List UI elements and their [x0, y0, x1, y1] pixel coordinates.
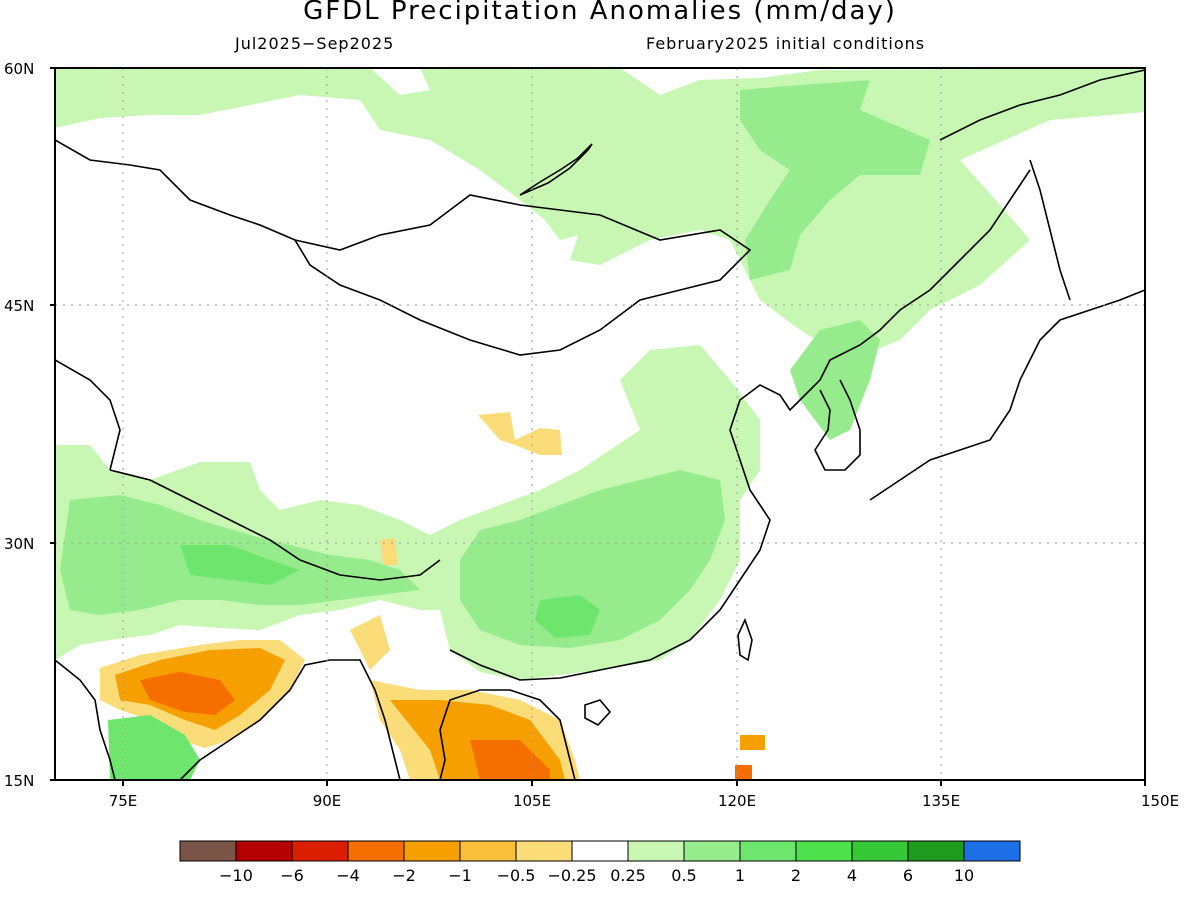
colorbar-label: −0.25 — [547, 866, 596, 885]
coastline-indochina — [439, 689, 576, 780]
colorbar-swatch — [235, 840, 293, 862]
lon-label-90e: 90E — [313, 792, 342, 810]
anomaly-india-dry-strong — [140, 672, 235, 715]
lat-label-30n: 30N — [4, 535, 34, 553]
colorbar-label: −6 — [280, 866, 304, 885]
lon-label-135e: 135E — [922, 792, 960, 810]
gridlines — [55, 68, 1145, 780]
coastline-okhotsk — [939, 69, 1145, 141]
anomaly-tibet-dry — [478, 412, 562, 455]
colorbar-swatch — [515, 840, 573, 862]
colorbar-label: 6 — [903, 866, 913, 885]
colorbar-label: 0.25 — [610, 866, 646, 885]
coastline-china — [449, 169, 1031, 681]
anomaly-philippines-dry-strong — [735, 765, 752, 780]
border-himalaya — [109, 469, 441, 581]
anomaly-bhutan-dry — [380, 538, 398, 565]
colorbar-swatch — [795, 840, 853, 862]
border-mongolia — [293, 194, 752, 356]
anomaly-south-china-dark — [535, 595, 600, 638]
colorbar-label: 1 — [735, 866, 745, 885]
anomaly-south-india-wet — [108, 715, 200, 780]
lat-label-15n: 15N — [4, 772, 34, 790]
coastline-korea — [814, 379, 861, 471]
island-hainan — [584, 699, 612, 726]
colorbar-label: −2 — [392, 866, 416, 885]
colorbar-swatch — [739, 840, 797, 862]
colorbar-swatch — [907, 840, 965, 862]
colorbar-label: −4 — [336, 866, 360, 885]
colorbar-label: −0.5 — [497, 866, 536, 885]
coastlines — [55, 69, 1145, 780]
lake-baikal — [519, 143, 593, 196]
anomaly-indochina-dry-strong — [470, 740, 550, 780]
colorbar-label: −1 — [448, 866, 472, 885]
lon-label-150e: 150E — [1141, 792, 1179, 810]
border-west — [55, 139, 296, 241]
coastline-sakhalin — [1029, 159, 1071, 301]
colorbar-swatch — [291, 840, 349, 862]
coastline-india — [55, 659, 116, 780]
coastline-bay-of-bengal — [179, 659, 401, 780]
anomaly-himalaya-dark — [180, 545, 300, 585]
anomaly-philippines-dry — [740, 735, 765, 750]
colorbar-swatch — [683, 840, 741, 862]
map-title: GFDL Precipitation Anomalies (mm/day) — [303, 0, 897, 26]
colorbar-swatch — [851, 840, 909, 862]
period-label: Jul2025−Sep2025 — [235, 34, 395, 53]
map-frame — [54, 67, 1146, 781]
lon-label-75e: 75E — [109, 792, 138, 810]
colorbar-labels: −10 −6 −4 −2 −1 −0.5 −0.25 0.25 0.5 1 2 4 6 10 — [219, 866, 974, 885]
colorbar-label: 10 — [954, 866, 974, 885]
colorbar-swatch — [571, 840, 629, 862]
colorbar-swatch — [179, 840, 237, 862]
colorbar-swatch — [347, 840, 405, 862]
initial-conditions-label: February2025 initial conditions — [646, 34, 926, 53]
colorbar-swatch — [627, 840, 685, 862]
colorbar-swatch — [403, 840, 461, 862]
lon-label-105e: 105E — [513, 792, 551, 810]
coastline-japan — [869, 289, 1145, 501]
colorbar-swatch — [459, 840, 517, 862]
island-taiwan — [737, 617, 753, 662]
anomaly-north-light — [55, 68, 1145, 360]
colorbar — [179, 840, 1021, 862]
border-central-asia — [55, 359, 121, 471]
lat-label-45n: 45N — [4, 297, 34, 315]
lon-label-120e: 120E — [718, 792, 756, 810]
anomaly-south-china-medium — [460, 470, 725, 648]
colorbar-label: 2 — [791, 866, 801, 885]
colorbar-label: 0.5 — [671, 866, 696, 885]
anomaly-north-medium — [740, 80, 930, 280]
lat-label-60n: 60N — [4, 60, 34, 78]
tick-marks — [50, 67, 1146, 786]
anomaly-field — [55, 68, 1145, 780]
anomaly-myanmar-dry — [350, 615, 390, 670]
colorbar-swatch — [963, 840, 1021, 862]
colorbar-label: 4 — [847, 866, 857, 885]
anomaly-ne-korea — [790, 320, 880, 440]
colorbar-label: −10 — [219, 866, 253, 885]
